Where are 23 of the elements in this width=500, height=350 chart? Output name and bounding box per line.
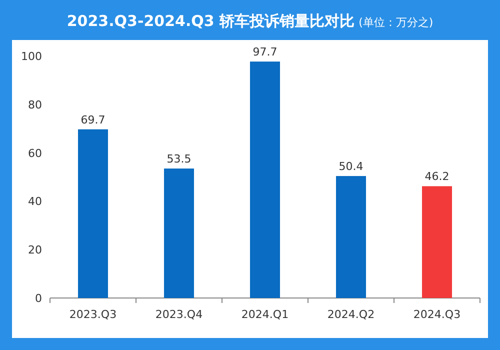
bar: [336, 176, 366, 298]
x-tick-label: 2024.Q2: [327, 308, 375, 321]
y-tick-label: 20: [28, 244, 42, 257]
y-tick-label: 80: [28, 98, 42, 112]
bar: [164, 168, 194, 298]
data-label: 46.2: [424, 170, 450, 184]
x-tick-label: 2023.Q3: [69, 308, 117, 321]
chart-subtitle: (单位：万分之): [358, 16, 434, 29]
data-label: 53.5: [166, 152, 192, 166]
x-tick-label: 2024.Q3: [413, 308, 461, 321]
y-tick-label: 100: [21, 50, 42, 63]
y-tick-label: 60: [28, 146, 42, 160]
x-tick-label: 2023.Q4: [155, 308, 203, 321]
bar: [422, 186, 452, 298]
y-tick-label: 0: [35, 292, 42, 305]
bar: [78, 129, 108, 298]
data-label: 50.4: [338, 160, 364, 174]
data-label: 97.7: [252, 46, 278, 59]
data-label: 69.7: [80, 113, 106, 126]
bar: [250, 62, 280, 298]
y-tick-label: 40: [28, 195, 42, 208]
chart-title: 2023.Q3-2024.Q3 轿车投诉销量比对比: [66, 12, 355, 30]
x-tick-label: 2024.Q1: [241, 308, 289, 321]
